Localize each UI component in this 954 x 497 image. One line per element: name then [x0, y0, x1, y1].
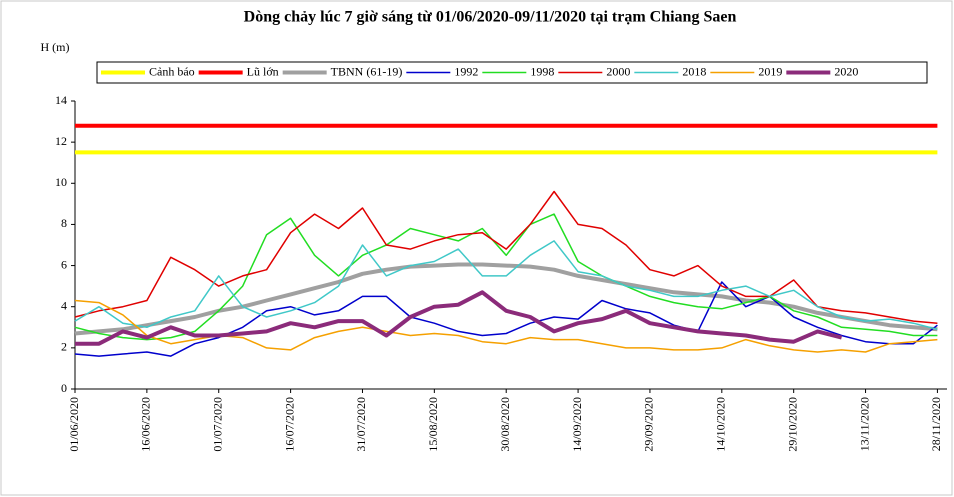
legend-label: 2018 — [682, 64, 706, 78]
legend-label: 2019 — [758, 64, 782, 78]
x-tick-label: 01/07/2020 — [210, 397, 224, 452]
y-axis-label: H (m) — [41, 40, 70, 54]
x-tick-label: 14/10/2020 — [714, 397, 728, 452]
series-line — [74, 190, 938, 324]
legend-label: 1992 — [454, 64, 478, 78]
x-tick-label: 13/11/2020 — [857, 397, 871, 451]
x-tick-label: 16/06/2020 — [139, 397, 153, 452]
series-line — [74, 213, 938, 341]
series-line — [74, 240, 938, 331]
legend-label: Cảnh báo — [149, 64, 195, 78]
legend-label: 2020 — [834, 64, 858, 78]
x-tick-label: 29/10/2020 — [785, 397, 799, 452]
legend-label: 2000 — [606, 64, 630, 78]
x-tick-label: 30/08/2020 — [498, 397, 512, 452]
x-tick-label: 14/09/2020 — [570, 397, 584, 452]
x-tick-label: 29/09/2020 — [642, 397, 656, 452]
legend-label: TBNN (61-19) — [331, 64, 403, 78]
x-tick-label: 16/07/2020 — [282, 397, 296, 452]
legend-label: 1998 — [530, 64, 554, 78]
legend-label: Lũ lớn — [247, 64, 279, 78]
y-tick-label: 4 — [61, 298, 67, 312]
x-tick-label: 28/11/2020 — [929, 397, 943, 451]
x-tick-label: 15/08/2020 — [426, 397, 440, 452]
y-tick-label: 8 — [61, 216, 67, 230]
y-tick-label: 14 — [55, 93, 67, 107]
series-line — [74, 281, 938, 357]
y-tick-label: 10 — [55, 175, 67, 189]
y-tick-label: 0 — [61, 381, 67, 395]
chart-title: Dòng chảy lúc 7 giờ sáng từ 01/06/2020-0… — [244, 9, 737, 26]
y-tick-label: 6 — [61, 257, 67, 271]
x-tick-label: 01/06/2020 — [67, 397, 81, 452]
x-tick-label: 31/07/2020 — [354, 397, 368, 452]
series-line — [75, 290, 843, 346]
y-tick-label: 2 — [61, 340, 67, 354]
y-tick-label: 12 — [55, 134, 67, 148]
